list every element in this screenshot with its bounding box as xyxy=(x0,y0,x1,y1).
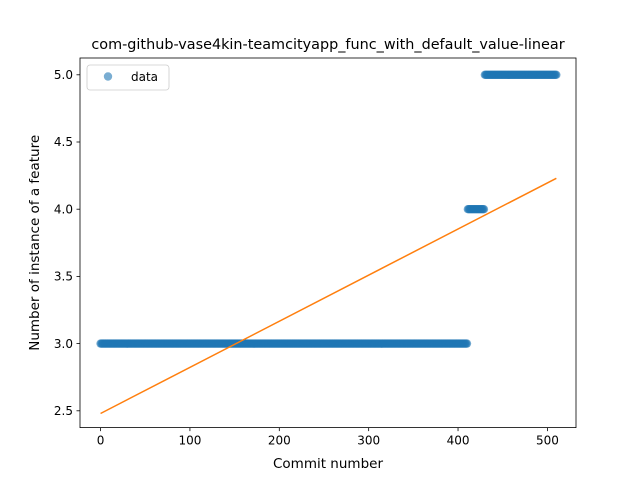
axes-frame xyxy=(79,57,577,429)
legend-box xyxy=(86,64,170,91)
x-tick-label: 0 xyxy=(97,434,105,448)
axes-background xyxy=(80,58,576,428)
legend-label-data: data xyxy=(131,70,158,84)
plot-area xyxy=(79,57,577,429)
y-tick-label: 2.5 xyxy=(54,404,73,418)
y-tick-label: 4.0 xyxy=(54,202,73,216)
x-tick-label: 400 xyxy=(447,434,470,448)
data-point xyxy=(479,205,489,214)
y-axis: 2.5 3.0 3.5 4.0 4.5 5.0 xyxy=(54,68,80,418)
chart-title: com-github-vase4kin-teamcityapp_func_wit… xyxy=(91,37,564,53)
fit-line xyxy=(100,177,557,415)
data-point xyxy=(462,339,472,348)
y-tick-label: 3.5 xyxy=(54,270,73,284)
x-tick-label: 300 xyxy=(357,434,380,448)
y-tick-label: 4.5 xyxy=(54,135,73,149)
legend: data xyxy=(86,64,170,91)
x-tick-label: 100 xyxy=(178,434,201,448)
y-tick-label: 3.0 xyxy=(54,337,73,351)
data-layer xyxy=(96,70,561,415)
x-axis: 0 100 200 300 400 500 xyxy=(97,427,559,448)
x-axis-label: Commit number xyxy=(273,456,383,472)
data-point xyxy=(552,70,561,80)
x-tick-label: 200 xyxy=(268,434,291,448)
y-axis-label: Number of instance of a feature xyxy=(27,135,43,351)
x-tick-label: 500 xyxy=(536,434,559,448)
y-tick-label: 5.0 xyxy=(54,68,73,82)
legend-marker-data xyxy=(103,72,113,81)
